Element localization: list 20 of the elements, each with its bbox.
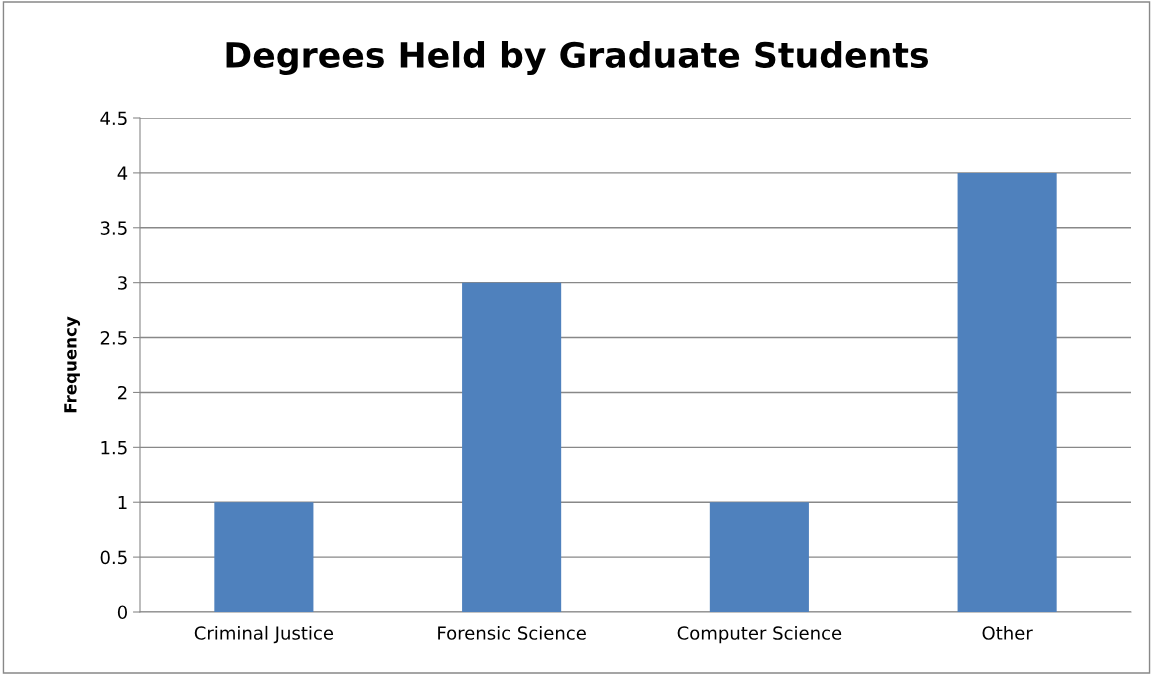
y-tick-label: 0.5	[100, 550, 127, 565]
bar	[214, 502, 314, 612]
bar	[957, 172, 1057, 612]
x-tick-label: Criminal Justice	[194, 625, 334, 644]
y-tick-label: 1.5	[101, 441, 127, 455]
y-tick-label: 1	[118, 495, 127, 510]
x-tick-label: Computer Science	[677, 625, 842, 644]
bar	[462, 282, 562, 612]
y-tick-label: 3	[118, 276, 127, 290]
chart-title: Degrees Held by Graduate Students	[226, 41, 928, 75]
y-axis-title: Frequency	[64, 316, 81, 413]
y-tick-label: 4.5	[100, 111, 127, 126]
y-tick-label: 4	[117, 166, 128, 180]
y-tick-label: 2.5	[100, 331, 127, 345]
y-tick-label: 3.5	[100, 221, 127, 235]
y-tick-label: 0	[117, 605, 127, 620]
bar	[709, 502, 809, 612]
y-tick-label: 2	[118, 385, 127, 400]
x-tick-label: Other	[982, 625, 1033, 640]
x-tick-label: Forensic Science	[438, 625, 586, 640]
